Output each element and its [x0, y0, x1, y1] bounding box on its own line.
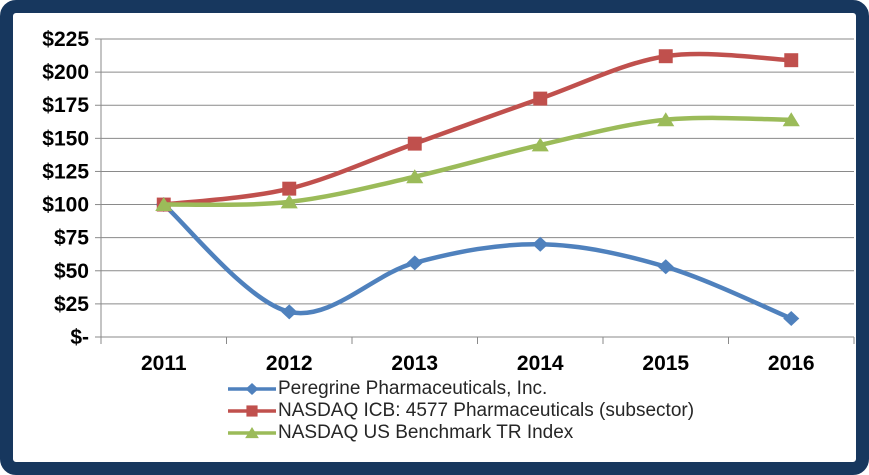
x-axis-label: 2016 — [768, 352, 815, 375]
y-axis-label: $75 — [54, 227, 89, 250]
square-marker-icon — [282, 181, 297, 196]
triangle-marker-icon — [531, 137, 549, 152]
y-axis-label: $225 — [42, 28, 89, 51]
legend-label: NASDAQ US Benchmark TR Index — [278, 422, 574, 443]
x-axis-label: 2015 — [642, 352, 689, 375]
y-axis-label: $- — [70, 326, 89, 349]
square-marker-icon — [407, 136, 422, 151]
x-axis-label: 2011 — [141, 352, 187, 375]
x-axis-label: 2014 — [517, 352, 564, 375]
y-axis-label: $150 — [42, 127, 89, 150]
triangle-marker-icon — [406, 169, 424, 184]
y-axis-label: $175 — [42, 94, 89, 117]
triangle-marker-icon — [782, 112, 800, 127]
series-line — [161, 115, 794, 208]
square-marker-icon — [658, 49, 673, 64]
y-axis-label: $200 — [42, 61, 89, 84]
diamond-marker-icon — [245, 383, 259, 395]
series-line — [161, 51, 794, 207]
triangle-marker-icon — [245, 427, 259, 439]
diamond-marker-icon — [406, 255, 423, 271]
y-axis-label: $25 — [54, 293, 89, 316]
legend-item-nasdaq-benchmark: NASDAQ US Benchmark TR Index — [228, 422, 694, 444]
y-axis-label: $100 — [42, 194, 89, 217]
legend-item-peregrine: Peregrine Pharmaceuticals, Inc. — [228, 378, 694, 400]
legend-label: Peregrine Pharmaceuticals, Inc. — [278, 378, 548, 399]
triangle-marker-icon — [155, 197, 173, 212]
legend-label: NASDAQ ICB: 4577 Pharmaceuticals (subsec… — [278, 400, 695, 421]
triangle-marker-icon — [280, 194, 298, 209]
stock-performance-chart: $- $25 $50 $75 $100 $125 $150 $175 $200 $225 2011 2… — [42, 28, 855, 375]
series-line — [161, 202, 794, 321]
diamond-marker-icon — [532, 236, 549, 252]
legend-line-square-icon — [228, 402, 276, 420]
square-marker-icon — [533, 91, 548, 106]
y-axis-label: $125 — [42, 160, 89, 183]
legend-line-diamond-icon — [228, 380, 276, 398]
x-axis-label: 2013 — [391, 352, 438, 375]
legend-line-triangle-icon — [228, 424, 276, 442]
legend-item-nasdaq-icb: NASDAQ ICB: 4577 Pharmaceuticals (subsec… — [228, 400, 694, 422]
x-axis-label: 2012 — [266, 352, 313, 375]
square-marker-icon — [784, 53, 799, 68]
y-axis-label: $50 — [54, 260, 89, 283]
square-marker-icon — [246, 405, 258, 417]
chart-legend: Peregrine Pharmaceuticals, Inc. NASDAQ I… — [228, 378, 694, 444]
diamond-marker-icon — [657, 259, 674, 275]
diamond-marker-icon — [281, 304, 298, 320]
triangle-marker-icon — [657, 112, 675, 127]
diamond-marker-icon — [783, 310, 800, 326]
